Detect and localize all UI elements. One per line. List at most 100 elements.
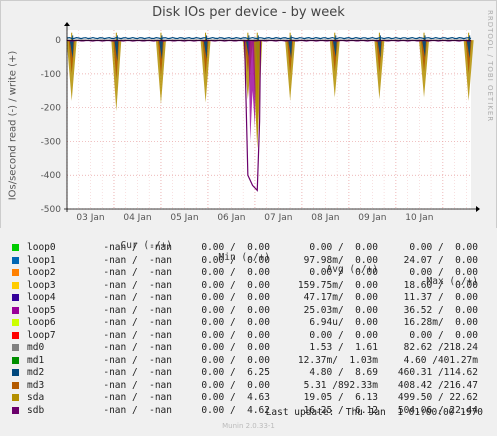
legend-row-md0: md0 -nan / -nan 0.00 / 0.00 1.53 / 1.61 82.6… — [0, 342, 497, 354]
legend-row-loop7: loop7 -nan / -nan 0.00 / 0.00 0.00 / 0.00 0.… — [0, 330, 497, 342]
legend-name: loop6 — [27, 317, 56, 328]
legend-avg: 0.00 / 0.00 — [309, 267, 378, 278]
y-tick-label: -100 — [41, 70, 62, 80]
legend-name: loop2 — [27, 267, 56, 278]
legend-cur: -nan / -nan — [103, 304, 172, 316]
legend-cur: -nan / -nan — [103, 392, 172, 403]
header-cur: Cur (-/+) — [120, 240, 172, 251]
legend-row-loop4: loop4 -nan / -nan 0.00 / 0.00 47.17m/ 0.00 1… — [0, 292, 497, 304]
munin-version: Munin 2.0.33-1 — [222, 422, 275, 430]
legend-min: 0.00 / 0.00 — [201, 267, 270, 278]
md2-baseline-line — [66, 36, 472, 40]
legend-cur: -nan / -nan — [103, 279, 172, 291]
legend-avg: 25.03m/ 0.00 — [303, 304, 378, 316]
legend-swatch — [12, 256, 19, 264]
md2-read-dip — [158, 40, 163, 60]
legend-name: loop7 — [27, 329, 56, 341]
legend-swatch — [12, 406, 19, 414]
legend-avg: 6.94u/ 0.00 — [309, 317, 378, 328]
plot-background — [67, 30, 471, 209]
legend-min: 0.00 / 0.00 — [201, 242, 270, 253]
legend-swatch — [12, 356, 19, 364]
legend-max: 4.60 /401.27m — [403, 354, 478, 366]
legend-min: 0.00 / 4.62 — [201, 404, 270, 416]
legend-swatch — [12, 381, 19, 389]
legend-cur: -nan / -nan — [103, 242, 172, 253]
md2-read-dip — [114, 40, 119, 62]
legend-row-md1: md1 -nan / -nan 0.00 / 0.00 12.37m/ 1.03m 4.… — [0, 355, 497, 367]
legend-avg: 19.05 / 6.13 — [303, 392, 378, 403]
legend-name: md0 — [27, 342, 45, 353]
legend-avg: 5.31 /892.33m — [303, 379, 378, 391]
last-update: Last update: Thu Jan 1 01:00:00 1970 — [265, 407, 483, 418]
legend-avg: 12.37m/ 1.03m — [297, 354, 378, 366]
x-axis-arrow — [476, 206, 480, 212]
y-tick-label: -500 — [41, 205, 62, 215]
legend-name: md1 — [27, 354, 45, 366]
legend-row-loop1: loop1 -nan / -nan 0.00 / 0.00 97.98m/ 0.00 2… — [0, 255, 497, 267]
x-tick-label: 03 Jan — [76, 213, 104, 223]
legend-cur: -nan / -nan — [103, 329, 172, 341]
x-tick-label: 08 Jan — [311, 213, 339, 223]
legend-avg: 0.00 / 0.00 — [309, 242, 378, 253]
legend-name: md2 — [27, 367, 45, 378]
legend-swatch — [12, 244, 19, 251]
legend-cur: -nan / -nan — [103, 367, 172, 378]
legend-header: Cur (-/+) Min (-/+) Avg (-/+) Max (-/+) — [0, 228, 497, 287]
legend-avg: 16.25 / 6.12 — [303, 404, 378, 416]
md2-read-dip — [288, 40, 293, 59]
legend-cur: -nan / -nan — [103, 342, 172, 353]
y-tick-label: -200 — [41, 104, 62, 114]
md2-read-dip — [466, 40, 471, 59]
legend-min: 0.00 / 0.00 — [201, 379, 270, 391]
y-tick-label: 0 — [55, 36, 61, 46]
legend-cur: -nan / -nan — [103, 354, 172, 366]
md2-read-dip — [203, 40, 208, 59]
legend-name: loop3 — [27, 279, 56, 291]
legend-max: 499.50 / 22.62 — [397, 392, 478, 403]
legend-swatch — [12, 294, 19, 301]
legend-cur: -nan / -nan — [103, 317, 172, 328]
legend-avg: 47.17m/ 0.00 — [303, 292, 378, 303]
legend-min: 0.00 / 0.00 — [201, 292, 270, 303]
legend-avg: 4.80 / 8.69 — [309, 367, 378, 378]
y-axis-arrow — [64, 22, 70, 26]
legend-name: loop5 — [27, 304, 56, 316]
header-max: Max (-/+) — [426, 276, 478, 287]
legend-swatch — [12, 281, 19, 289]
legend-max: 36.52 / 0.00 — [403, 304, 478, 316]
x-tick-label: 04 Jan — [123, 213, 151, 223]
legend-min: 0.00 / 0.00 — [201, 279, 270, 291]
legend-max: 0.00 / 0.00 — [409, 329, 478, 341]
plot-area: 0 -100 -200 -300 -400 -500 03 Jan 04 Jan 05 Jan 0… — [0, 0, 497, 228]
sdb-read-line — [243, 40, 262, 192]
legend-avg: 1.53 / 1.61 — [309, 342, 378, 353]
legend-max: 24.07 / 0.00 — [403, 254, 478, 266]
legend-row-sda: sda -nan / -nan 0.00 / 4.63 19.05 / 6.13 499… — [0, 392, 497, 404]
legend-row-md3: md3 -nan / -nan 0.00 / 0.00 5.31 /892.33m 40… — [0, 380, 497, 392]
legend-row-loop6: loop6 -nan / -nan 0.00 / 0.00 6.94u/ 0.00 16… — [0, 317, 497, 329]
x-tick-label: 05 Jan — [170, 213, 198, 223]
legend-swatch — [12, 331, 19, 339]
legend-swatch — [12, 319, 19, 326]
legend-min: 0.00 / 0.00 — [201, 317, 270, 328]
legend-row-md2: md2 -nan / -nan 0.00 / 6.25 4.80 / 8.69 460.… — [0, 367, 497, 379]
legend-max: 460.31 /114.62 — [397, 367, 478, 378]
legend-min: 0.00 / 4.63 — [201, 392, 270, 403]
legend-row-loop3: loop3 -nan / -nan 0.00 / 0.00 159.75m/ 0.00… — [0, 280, 497, 292]
legend-name: loop0 — [27, 242, 56, 253]
md2-read-dip — [69, 40, 74, 59]
x-tick-label: 10 Jan — [405, 213, 433, 223]
y-tick-label: -400 — [41, 171, 62, 181]
legend-cur: -nan / -nan — [103, 379, 172, 391]
legend-max: 0.00 / 0.00 — [409, 267, 478, 278]
legend-min: 0.00 / 0.00 — [201, 354, 270, 366]
legend-name: loop1 — [27, 254, 56, 266]
x-tick-label: 06 Jan — [217, 213, 245, 223]
legend-swatch — [12, 344, 19, 351]
legend-min: 0.00 / 0.00 — [201, 254, 270, 266]
legend-name: sdb — [27, 404, 45, 416]
legend-max: 504.06 / 22.44 — [397, 404, 478, 416]
md2-read-dip — [422, 40, 427, 58]
legend-row-loop0: loop0 -nan / -nan 0.00 / 0.00 0.00 / 0.00 0.… — [0, 242, 497, 254]
